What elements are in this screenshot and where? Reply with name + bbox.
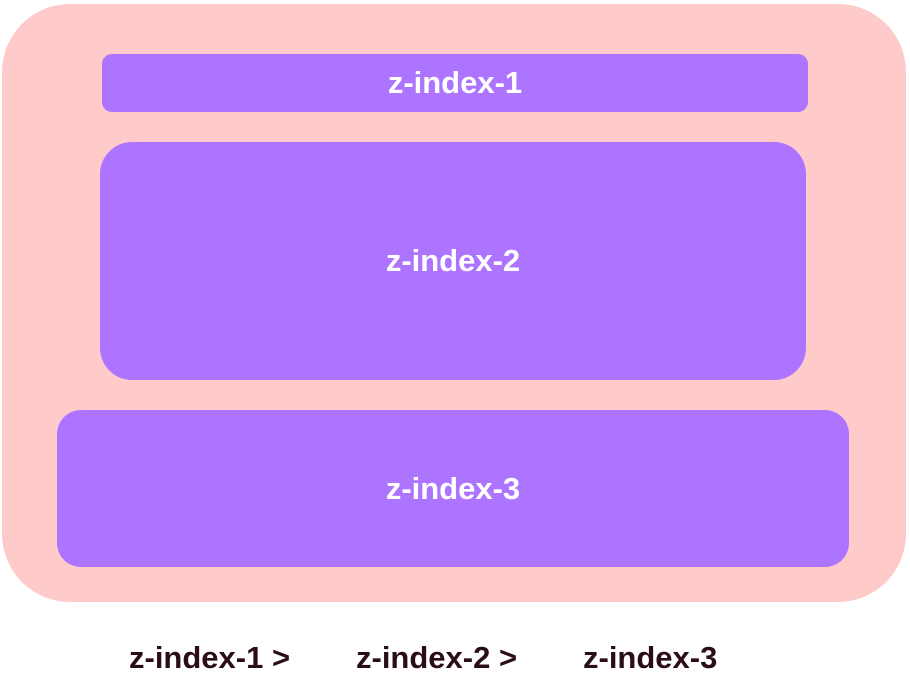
layer-label: z-index-1: [387, 65, 523, 100]
stacking-order-caption: z-index-1 > z-index-2 > z-index-3: [0, 640, 910, 680]
order-item-3: z-index-3: [583, 640, 718, 675]
layer-z-index-3: z-index-3: [57, 410, 849, 567]
layer-label: z-index-3: [385, 470, 521, 506]
layer-label: z-index-2: [385, 243, 521, 278]
layer-z-index-2: z-index-2: [100, 142, 806, 380]
order-item-1: z-index-1 >: [129, 640, 291, 675]
order-item-2: z-index-2 >: [356, 640, 518, 675]
layer-z-index-1: z-index-1: [102, 54, 808, 112]
